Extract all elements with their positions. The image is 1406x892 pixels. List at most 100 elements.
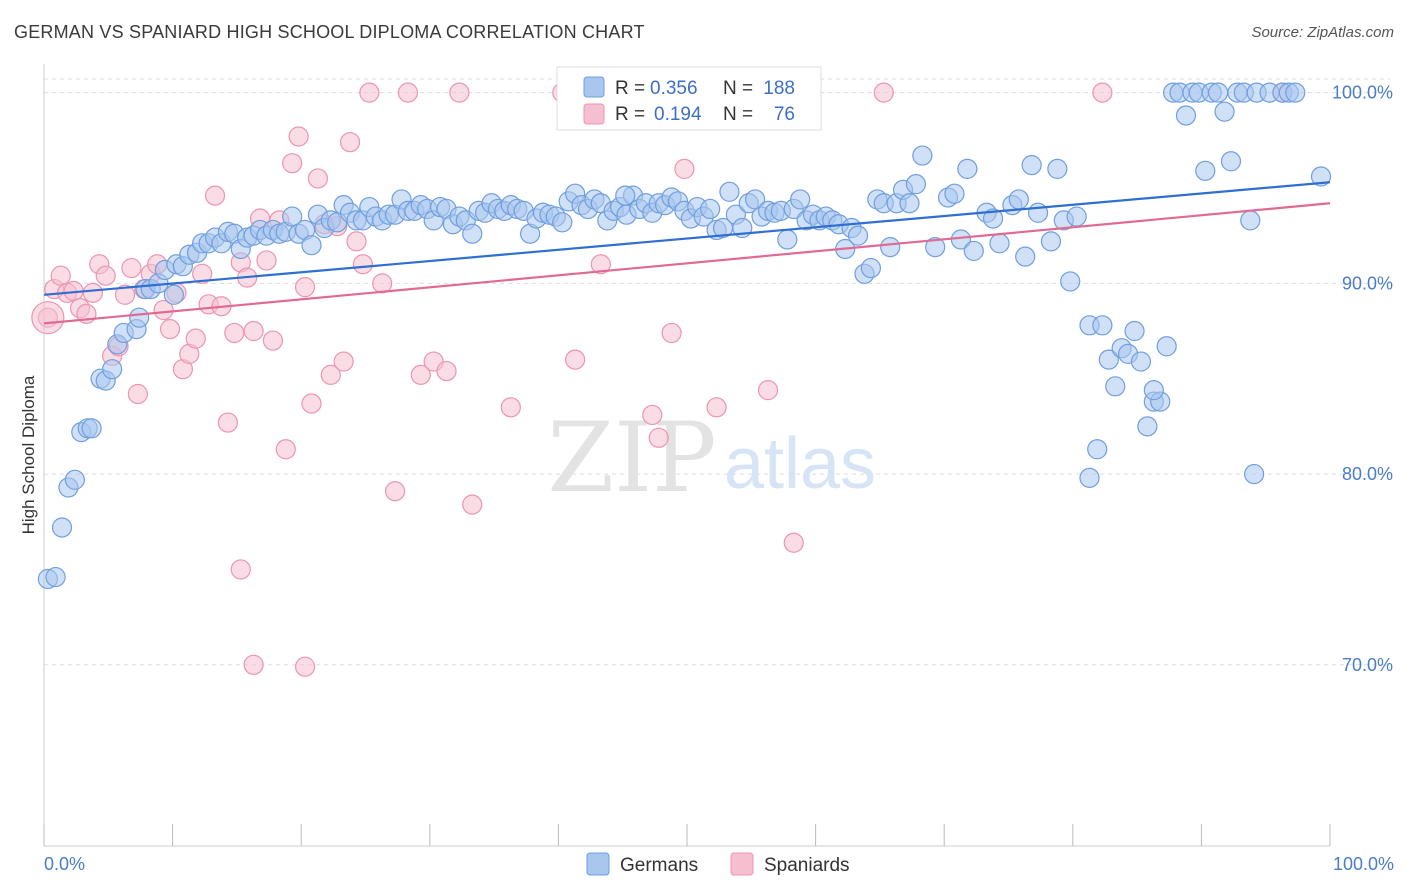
- spaniard-point: [307, 168, 329, 189]
- german-point: [963, 240, 984, 262]
- trend-lines: [43, 181, 1331, 325]
- spaniard-point-large: [31, 301, 65, 335]
- german-point: [301, 235, 322, 256]
- spaniard-point: [462, 494, 483, 515]
- german-point: [163, 284, 184, 305]
- german-point: [1214, 101, 1235, 122]
- german-point: [1220, 151, 1242, 172]
- legend-spaniards-r-value: 0.194: [654, 104, 702, 125]
- german-point: [777, 229, 798, 250]
- spaniard-point: [294, 277, 316, 298]
- spaniard-point: [333, 351, 354, 372]
- spaniard-point: [127, 383, 148, 405]
- legend-germans-r-value: 0.356: [650, 78, 698, 99]
- german-point: [1208, 82, 1229, 103]
- spaniard-point: [873, 82, 894, 103]
- spaniard-point: [1092, 82, 1113, 103]
- series-spaniards: [31, 82, 1293, 677]
- spaniard-point: [95, 265, 116, 286]
- german-point: [1143, 380, 1164, 401]
- spaniard-point: [339, 132, 361, 153]
- spaniard-point: [224, 322, 245, 344]
- correlation-legend: R = 0.356 N = 188 R = 0.194 N = 76: [556, 66, 822, 131]
- series-legend: Germans Spaniards: [586, 852, 850, 876]
- german-point: [462, 223, 483, 244]
- spaniard-point: [192, 263, 213, 284]
- legend-germans-n-value: 188: [763, 78, 795, 99]
- spaniard-point: [674, 158, 695, 180]
- german-point: [1156, 336, 1177, 357]
- german-point: [102, 359, 123, 380]
- spaniard-point: [359, 82, 380, 103]
- y-tick-labels: 70.0% 80.0% 90.0% 100.0%: [1332, 83, 1393, 675]
- spaniard-point: [449, 82, 470, 103]
- german-point: [1060, 271, 1081, 292]
- legend-spaniards-n-label: N =: [723, 104, 753, 125]
- spaniard-point: [185, 328, 206, 349]
- german-point: [1310, 166, 1332, 187]
- spaniard-point: [346, 231, 367, 252]
- german-point: [899, 193, 920, 214]
- german-point: [1137, 416, 1158, 437]
- german-point: [719, 181, 740, 202]
- german-point: [905, 174, 927, 195]
- german-point: [957, 158, 978, 180]
- german-point: [552, 212, 573, 233]
- german-point: [1087, 439, 1108, 460]
- german-point: [1124, 320, 1145, 342]
- watermark-atlas: atlas: [724, 424, 876, 504]
- german-point: [790, 189, 811, 210]
- spaniard-point: [243, 654, 264, 675]
- germans-trend-line: [43, 181, 1331, 296]
- spaniard-point: [217, 412, 238, 433]
- german-point: [64, 469, 85, 490]
- spaniard-point: [320, 364, 341, 385]
- german-point: [1130, 351, 1152, 372]
- german-point: [847, 225, 869, 246]
- legend-swatch-spaniards: [583, 103, 605, 125]
- spaniard-point: [436, 360, 457, 382]
- german-point: [1079, 467, 1100, 488]
- spaniard-point: [262, 330, 284, 351]
- legend-germans-r-label: R =: [615, 78, 645, 99]
- spaniard-point: [256, 250, 277, 271]
- spaniard-point: [565, 349, 586, 370]
- bottom-legend-germans: Germans: [620, 855, 698, 876]
- german-point: [129, 307, 150, 328]
- german-point: [1098, 349, 1119, 370]
- legend-swatch-germans: [583, 76, 605, 98]
- x-tick-label-max: 100.0%: [1333, 854, 1394, 874]
- german-point: [1175, 105, 1197, 126]
- german-point: [982, 208, 1004, 229]
- legend-spaniards-n-value: 76: [774, 104, 795, 125]
- spaniard-point: [294, 656, 316, 677]
- german-point: [1021, 154, 1042, 176]
- spaniard-point: [757, 380, 779, 401]
- spaniard-point: [590, 254, 611, 275]
- y-axis-label: High School Diploma: [19, 375, 38, 534]
- german-point: [1240, 210, 1261, 231]
- y-tick-label: 100.0%: [1332, 83, 1393, 103]
- spaniard-point: [230, 559, 251, 580]
- spaniard-point: [153, 299, 174, 321]
- spaniard-point: [282, 153, 303, 174]
- german-point: [51, 517, 73, 538]
- series-germans: [37, 82, 1332, 590]
- german-point: [1092, 315, 1113, 336]
- axes: [43, 64, 1331, 847]
- german-point: [925, 237, 946, 258]
- german-point: [1195, 160, 1216, 181]
- spaniard-point: [384, 481, 406, 502]
- german-point: [615, 185, 636, 206]
- german-point: [45, 566, 66, 588]
- german-point: [860, 257, 881, 279]
- german-point: [1244, 463, 1265, 485]
- y-tick-label: 70.0%: [1342, 655, 1393, 675]
- german-point: [1040, 231, 1062, 252]
- spaniard-point: [50, 265, 71, 286]
- chart-title: GERMAN VS SPANIARD HIGH SCHOOL DIPLOMA C…: [14, 22, 645, 42]
- spaniard-point: [397, 82, 419, 103]
- spaniard-point: [648, 427, 669, 448]
- bottom-legend-swatch-spaniards: [730, 852, 754, 876]
